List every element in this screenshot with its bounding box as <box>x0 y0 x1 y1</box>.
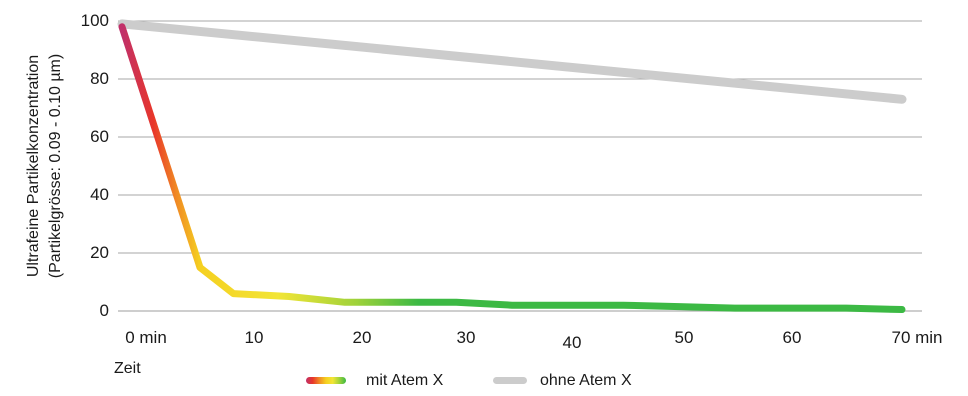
y-axis-label-line-2: (Partikelgrösse: 0.09 - 0.10 µm) <box>47 54 64 278</box>
x-tick-label: 50 <box>675 328 694 347</box>
legend-label-mit-atem-x: mit Atem X <box>366 372 444 389</box>
x-tick-label: 10 <box>245 328 264 347</box>
x-tick-label: 60 <box>783 328 802 347</box>
x-tick-label: 0 min <box>125 328 167 347</box>
series-lines <box>117 19 907 314</box>
x-axis-label: Zeit <box>114 360 141 377</box>
y-tick-label: 40 <box>90 185 109 204</box>
y-tick-label: 0 <box>100 301 109 320</box>
y-tick-label: 100 <box>81 11 109 30</box>
y-axis-label-line-1: Ultrafeine Partikelkonzentration <box>25 55 42 277</box>
x-tick-labels: 0 min 10 20 30 40 50 60 70 min <box>125 328 942 352</box>
legend-swatch-ohne-atem-x <box>493 377 527 384</box>
series-line-ohne-atem-x <box>117 19 907 104</box>
y-tick-label: 80 <box>90 69 109 88</box>
legend-swatch-mit-atem-x <box>306 377 346 384</box>
x-tick-label: 70 min <box>891 328 942 347</box>
y-tick-label: 20 <box>90 243 109 262</box>
legend-label-ohne-atem-x: ohne Atem X <box>540 372 632 389</box>
legend: mit Atem X ohne Atem X <box>306 372 632 389</box>
x-tick-label: 40 <box>563 333 582 352</box>
y-tick-label: 60 <box>90 127 109 146</box>
y-tick-labels: 0 20 40 60 80 100 <box>81 11 109 320</box>
x-tick-label: 20 <box>353 328 372 347</box>
x-tick-label: 30 <box>457 328 476 347</box>
series-line-mit-atem-x <box>118 23 906 314</box>
